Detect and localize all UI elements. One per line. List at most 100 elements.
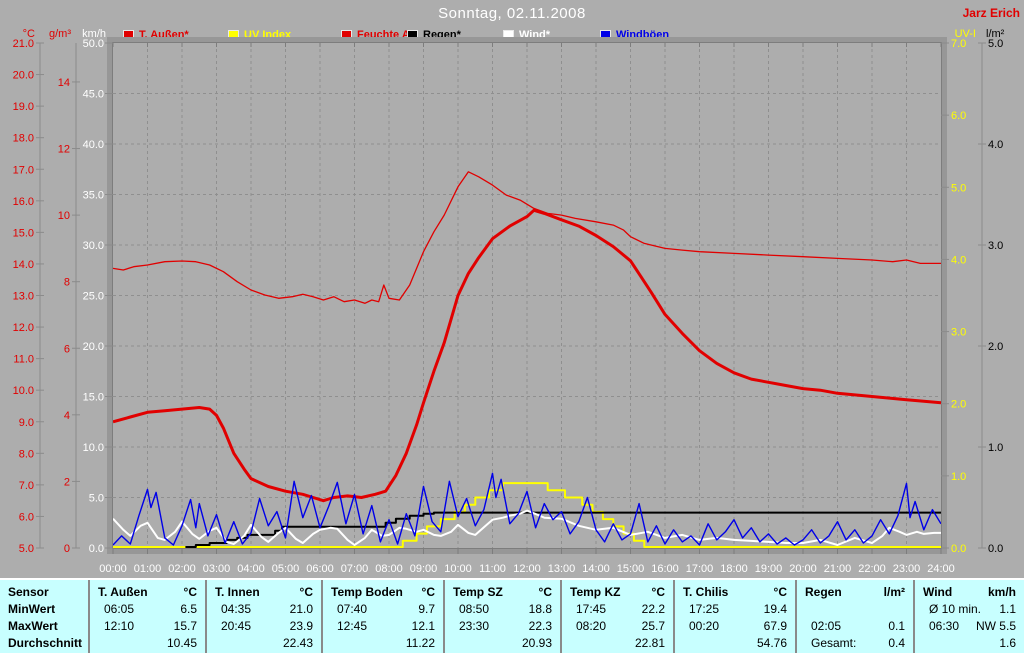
axis-tick-label: 13.0 xyxy=(13,291,34,303)
table-col: Regen l/m² 02:05 0.1 Gesamt: 0.4 xyxy=(795,580,913,653)
axis-tick-label: 7.0 xyxy=(951,38,966,50)
x-tick-label: 05:00 xyxy=(272,563,300,575)
table-row: 07:40 9.7 xyxy=(323,601,443,618)
x-tick-label: 21:00 xyxy=(824,563,852,575)
table-row: 54.76 xyxy=(675,635,795,652)
table-cell-value: 54.76 xyxy=(756,636,787,650)
table-col: T. Chilis °C 17:25 19.4 00:20 67.9 54.76 xyxy=(673,580,795,653)
axis-tick-label: 8 xyxy=(64,277,70,289)
axis-tick-label: 12 xyxy=(58,144,70,156)
table-cell-value: 22.3 xyxy=(528,619,552,633)
axis-tick-label: 25.0 xyxy=(83,291,104,303)
table-row-label: MinWert xyxy=(8,602,56,616)
table-row: 08:20 25.7 xyxy=(562,618,673,635)
table-cell-value: 18.8 xyxy=(528,602,552,616)
axis-tick-label: 5.0 xyxy=(951,182,966,194)
sensor-name: Wind xyxy=(923,585,953,599)
table-cell-time: Ø 10 min. xyxy=(929,602,982,616)
stats-table: Sensor MinWert MaxWert Durchschnitt T. Außen… xyxy=(0,578,1024,653)
table-cell-value: 15.7 xyxy=(173,619,197,633)
table-cell-value: 19.4 xyxy=(763,602,787,616)
axis-unit-label: °C xyxy=(23,28,35,40)
series-feuchte-aussen xyxy=(113,171,941,304)
table-cell-time: 06:05 xyxy=(104,602,135,616)
x-tick-label: 11:00 xyxy=(479,563,506,575)
axis-unit-label: g/m³ xyxy=(49,28,71,40)
axis-tick-label: 10.0 xyxy=(83,442,104,454)
table-cell-time: Gesamt: xyxy=(811,636,857,650)
table-col: T. Außen °C 06:05 6.5 12:10 15.7 10.45 xyxy=(88,580,205,653)
table-cell-time: 06:30 xyxy=(929,619,960,633)
table-row: 17:25 19.4 xyxy=(675,601,795,618)
table-cell-time: 07:40 xyxy=(337,602,368,616)
axis-tick-label: 6.0 xyxy=(19,511,34,523)
sensor-name: Temp Boden xyxy=(331,585,403,599)
table-cell-time: 02:05 xyxy=(811,619,842,633)
table-row: 20:45 23.9 xyxy=(207,618,321,635)
table-row: 06:30 NW 5.5 xyxy=(915,618,1024,635)
table-row: Gesamt: 0.4 xyxy=(797,635,913,652)
table-col: T. Innen °C 04:35 21.0 20:45 23.9 22.43 xyxy=(205,580,321,653)
table-row xyxy=(797,601,913,618)
table-col-header: T. Chilis °C xyxy=(675,584,795,601)
axis-tick-label: 19.0 xyxy=(13,101,34,113)
table-cell-value: 11.22 xyxy=(405,636,435,650)
table-cell-value: 20.93 xyxy=(521,636,552,650)
table-col-header: Temp Boden °C xyxy=(323,584,443,601)
table-cell-time: 04:35 xyxy=(221,602,252,616)
x-tick-label: 06:00 xyxy=(306,563,334,575)
table-cell-time: 08:20 xyxy=(576,619,607,633)
table-row: Ø 10 min. 1.1 xyxy=(915,601,1024,618)
x-tick-label: 16:00 xyxy=(651,563,679,575)
series-windboeen xyxy=(113,472,941,546)
table-cell-time: 23:30 xyxy=(459,619,490,633)
axis-tick-label: 1.0 xyxy=(951,471,966,483)
axis-tick-label: 6 xyxy=(64,343,70,355)
table-cell-time: 00:20 xyxy=(689,619,720,633)
table-cell-time: 17:25 xyxy=(689,602,720,616)
axis-tick-label: 0.0 xyxy=(89,543,104,555)
table-row: 02:05 0.1 xyxy=(797,618,913,635)
table-cell-value: 67.9 xyxy=(763,619,787,633)
axis-tick-label: 15.0 xyxy=(83,392,104,404)
table-row: 11.22 xyxy=(323,635,443,652)
sensor-unit: l/m² xyxy=(883,585,905,599)
table-row: 08:50 18.8 xyxy=(445,601,560,618)
table-cell-value: 0.4 xyxy=(888,636,905,650)
x-tick-label: 12:00 xyxy=(513,563,541,575)
axis-tick-label: 6.0 xyxy=(951,110,966,122)
axis-tick-label: 14.0 xyxy=(13,259,34,271)
table-row: 17:45 22.2 xyxy=(562,601,673,618)
table-cell-value: 9.7 xyxy=(418,602,435,616)
axis-tick-label: 0.0 xyxy=(988,543,1003,555)
sensor-unit: °C xyxy=(299,585,313,599)
x-tick-label: 07:00 xyxy=(341,563,369,575)
series-uv-index xyxy=(113,482,941,548)
sensor-unit: °C xyxy=(421,585,435,599)
table-row: 00:20 67.9 xyxy=(675,618,795,635)
axis-tick-label: 1.0 xyxy=(988,442,1003,454)
table-row: 1.6 xyxy=(915,635,1024,652)
x-tick-label: 04:00 xyxy=(237,563,265,575)
table-cell-time: 12:45 xyxy=(337,619,368,633)
sensor-unit: °C xyxy=(538,585,552,599)
axis-tick-label: 21.0 xyxy=(13,38,34,50)
axis-tick-label: 50.0 xyxy=(83,38,104,50)
table-cell-value: 10.45 xyxy=(166,636,197,650)
axis-tick-label: 7.0 xyxy=(19,480,34,492)
table-cell-time: 20:45 xyxy=(221,619,252,633)
x-tick-label: 22:00 xyxy=(858,563,886,575)
x-tick-label: 02:00 xyxy=(168,563,196,575)
table-cell-value: 1.1 xyxy=(999,602,1016,616)
table-cell-value: NW 5.5 xyxy=(975,619,1016,633)
table-row: 23:30 22.3 xyxy=(445,618,560,635)
table-col-header: Temp KZ °C xyxy=(562,584,673,601)
table-row-labels: Sensor MinWert MaxWert Durchschnitt xyxy=(0,580,88,653)
axis-tick-label: 0.0 xyxy=(951,543,966,555)
x-tick-label: 00:00 xyxy=(99,563,127,575)
axis-tick-label: 5.0 xyxy=(988,38,1003,50)
axis-tick-label: 20.0 xyxy=(83,341,104,353)
page-title: Sonntag, 02.11.2008 xyxy=(438,5,586,22)
table-cell-time: 17:45 xyxy=(576,602,607,616)
